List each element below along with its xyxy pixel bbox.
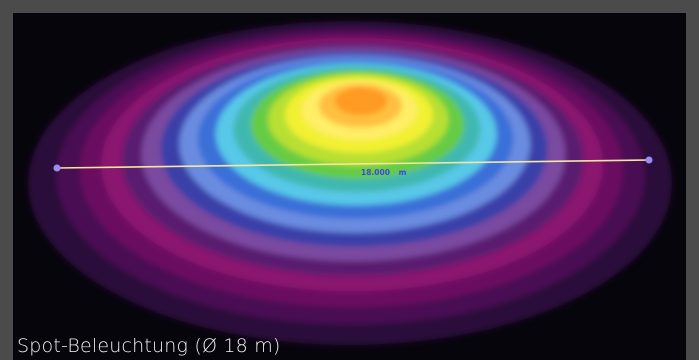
measurement-value: 18.000 xyxy=(361,168,390,177)
measurement-end-point[interactable] xyxy=(645,156,653,164)
measurement-label: 18.000 m xyxy=(361,168,407,177)
spot-illuminance-plot: 18.000 m xyxy=(28,21,672,345)
measurement-start-point[interactable] xyxy=(53,164,61,172)
measurement-line xyxy=(56,159,650,169)
image-caption: Spot-Beleuchtung (Ø 18 m) xyxy=(17,335,281,357)
isolux-ring xyxy=(335,87,387,115)
isolux-rings xyxy=(28,21,672,345)
lighting-viewport: 18.000 m Spot-Beleuchtung (Ø 18 m) xyxy=(13,13,686,360)
diameter-measurement: 18.000 m xyxy=(53,156,653,177)
measurement-unit: m xyxy=(399,168,407,177)
